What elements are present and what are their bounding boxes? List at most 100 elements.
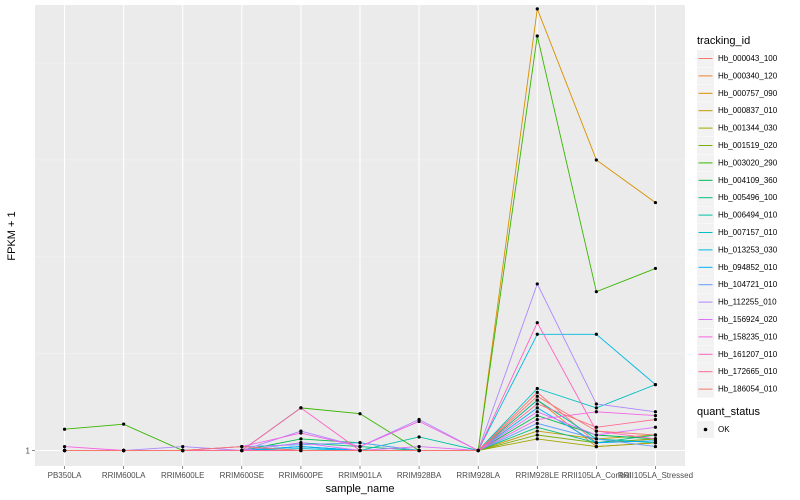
x-axis-ticks: PB350LA RRIM600LA RRIM600LE RRIM600SE RRIM60…	[48, 466, 693, 480]
data-point	[653, 383, 658, 387]
y-tick-label: 1	[26, 447, 31, 456]
legend-label: Hb_158235_010	[718, 332, 778, 341]
legend-label: Hb_112255_010	[718, 298, 777, 307]
data-point	[594, 433, 598, 437]
data-point	[358, 412, 362, 416]
data-point	[299, 437, 303, 441]
data-point	[535, 421, 539, 425]
color-legend: tracking_id Hb_000043_100Hb_000340_120Hb…	[697, 35, 778, 398]
data-point	[653, 417, 658, 422]
data-point	[417, 445, 421, 449]
legend-label: Hb_000837_010	[718, 106, 778, 115]
legend-label: Hb_161207_010	[718, 350, 778, 359]
data-point	[594, 158, 598, 162]
x-tick-label: RRIM901LA	[338, 471, 382, 480]
data-point	[299, 448, 303, 453]
data-point	[535, 425, 539, 429]
legend-label: Hb_000043_100	[718, 54, 778, 63]
point-legend-title: quant_status	[697, 406, 760, 418]
data-point	[62, 445, 67, 449]
data-point	[653, 410, 658, 414]
data-point	[62, 448, 67, 453]
data-point	[653, 433, 658, 437]
series-points	[62, 7, 658, 453]
data-point	[535, 321, 539, 325]
legend-label: Hb_001344_030	[718, 124, 778, 133]
point-legend-label: OK	[718, 425, 730, 434]
x-tick-label: RRIM600PE	[279, 471, 323, 480]
data-point	[535, 390, 539, 394]
data-point	[535, 437, 539, 441]
data-point	[535, 34, 539, 38]
legend-label: Hb_094852_010	[718, 263, 778, 272]
data-point	[181, 445, 185, 449]
data-point	[535, 398, 539, 402]
legend-label: Hb_006494_010	[718, 211, 778, 220]
data-point	[653, 425, 658, 429]
x-tick-label: PB350LA	[48, 471, 82, 480]
data-point	[535, 410, 539, 414]
data-point	[594, 445, 598, 449]
data-point	[535, 433, 539, 437]
x-tick-label: RRIM928BA	[397, 471, 442, 480]
data-point	[62, 427, 67, 431]
y-axis-ticks: 1	[26, 447, 35, 456]
y-axis-title: FPKM + 1	[6, 211, 18, 260]
data-point	[594, 332, 598, 336]
legend-label: Hb_172665_010	[718, 367, 778, 376]
data-point	[535, 417, 539, 422]
x-tick-label: RRII105LA_Stressed	[618, 471, 693, 480]
legend-label: Hb_003020_290	[718, 158, 778, 167]
data-point	[594, 437, 598, 441]
data-point	[417, 448, 421, 453]
color-legend-items: Hb_000043_100 Hb_000340_120 Hb_000757_090 H…	[697, 50, 778, 398]
point-legend: quant_status OK	[697, 406, 760, 438]
x-axis-title: sample_name	[325, 483, 394, 495]
data-point	[299, 441, 303, 445]
x-tick-label: RRIM928LA	[456, 471, 500, 480]
data-point	[594, 429, 598, 433]
legend-label: Hb_013253_030	[718, 245, 778, 254]
data-point	[653, 445, 658, 449]
x-tick-label: RRIM928LE	[515, 471, 559, 480]
data-point	[535, 394, 539, 398]
x-tick-label: RRIM600SE	[220, 471, 264, 480]
data-point	[417, 419, 421, 424]
data-point	[594, 290, 598, 294]
data-point	[535, 7, 539, 11]
data-point	[535, 282, 539, 286]
data-point	[417, 435, 421, 439]
data-point	[653, 266, 658, 271]
x-tick-label: RRIM600LA	[102, 471, 146, 480]
data-point	[358, 441, 362, 445]
legend-label: Hb_186054_010	[718, 385, 778, 394]
data-point	[122, 448, 126, 453]
data-point	[358, 445, 362, 449]
data-point	[594, 425, 598, 429]
data-point	[535, 406, 539, 410]
legend-label: Hb_000757_090	[718, 89, 778, 98]
data-point	[594, 406, 598, 410]
legend-label: Hb_005496_100	[718, 193, 778, 202]
point-legend-dot	[703, 427, 708, 432]
data-point	[240, 445, 244, 449]
data-point	[594, 441, 598, 445]
data-point	[299, 406, 303, 410]
x-tick-label: RRII105LA_Control	[562, 471, 632, 480]
data-point	[653, 437, 658, 441]
data-point	[299, 431, 303, 435]
legend-label: Hb_001519_020	[718, 141, 778, 150]
data-point	[594, 410, 598, 414]
major-gridlines	[35, 5, 685, 466]
data-point	[358, 448, 362, 453]
legend-label: Hb_000340_120	[718, 71, 778, 80]
legend-label: Hb_156924_020	[718, 315, 778, 324]
data-point	[240, 448, 244, 453]
data-point	[535, 402, 539, 406]
data-point	[476, 448, 480, 453]
x-tick-label: RRIM600LE	[161, 471, 205, 480]
data-point	[535, 332, 539, 336]
data-point	[594, 402, 598, 406]
legend-label: Hb_004109_360	[718, 176, 778, 185]
